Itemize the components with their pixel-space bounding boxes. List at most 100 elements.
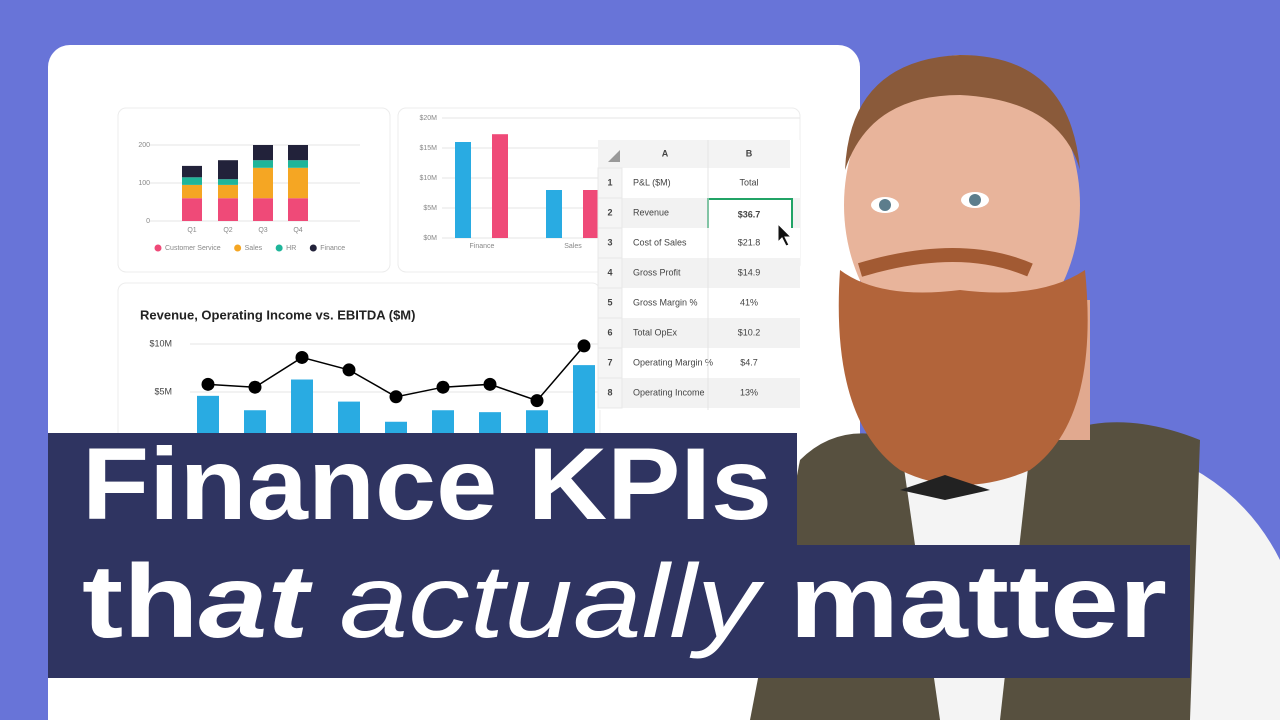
legend-swatch bbox=[309, 244, 317, 252]
bar-segment bbox=[288, 160, 308, 168]
line-point bbox=[577, 339, 591, 353]
cell-text: $21.8 bbox=[738, 237, 761, 247]
bar bbox=[479, 412, 501, 433]
bar-segment bbox=[253, 167, 273, 199]
row-number-cell bbox=[597, 257, 623, 289]
cell-text: Total OpEx bbox=[633, 327, 678, 337]
bar-segment bbox=[218, 179, 238, 185]
bow-tie bbox=[900, 475, 990, 500]
headline-word: actually bbox=[339, 544, 765, 660]
row-bg bbox=[598, 378, 800, 408]
line-point bbox=[295, 350, 309, 364]
bar-segment bbox=[253, 160, 273, 168]
legend-label: HR bbox=[286, 245, 296, 252]
bar bbox=[385, 421, 407, 433]
line-point bbox=[248, 380, 262, 394]
corner-mark bbox=[608, 150, 620, 162]
row-bg bbox=[598, 288, 800, 318]
row-bg bbox=[598, 318, 800, 348]
y-tick-label: $10M bbox=[419, 175, 437, 182]
bar bbox=[455, 142, 471, 238]
x-tick-label: Finance bbox=[470, 243, 495, 250]
row-number: 1 bbox=[607, 177, 612, 187]
row-number: 4 bbox=[607, 267, 612, 277]
cell-text: 13% bbox=[740, 387, 758, 397]
cell-text: $36.7 bbox=[738, 209, 761, 219]
headline-word: matter bbox=[789, 544, 1167, 660]
headline-line-1: Finance KPIs bbox=[82, 427, 772, 541]
row-bg bbox=[598, 228, 800, 258]
row-number: 7 bbox=[607, 357, 612, 367]
y-tick-label: $15M bbox=[419, 145, 437, 152]
face bbox=[844, 55, 1080, 355]
x-tick-label: Q3 bbox=[258, 227, 267, 234]
bar bbox=[583, 190, 599, 238]
bar-segment bbox=[182, 165, 202, 178]
cell-text: $14.9 bbox=[738, 267, 761, 277]
cell-text: Operating Margin % bbox=[633, 357, 713, 367]
headline-line-2: th at actually matter bbox=[82, 544, 1167, 660]
spreadsheet: A B 1 P&L ($M) Total 2 Revenue $36.7 3 Cost of Sa… bbox=[597, 140, 800, 410]
beard bbox=[838, 270, 1088, 485]
cell-text: $4.7 bbox=[740, 357, 758, 367]
bar-segment bbox=[182, 177, 202, 185]
bar bbox=[573, 365, 595, 433]
header-row bbox=[598, 140, 790, 168]
row-number-cell bbox=[597, 287, 623, 319]
bar-segment bbox=[182, 184, 202, 199]
row-number: 2 bbox=[607, 207, 612, 217]
headline-word: th bbox=[82, 544, 199, 660]
bar bbox=[492, 134, 508, 238]
hair bbox=[845, 55, 1080, 170]
row-bg bbox=[598, 348, 800, 378]
bar bbox=[291, 379, 313, 433]
combo-title: Revenue, Operating Income vs. EBITDA ($M… bbox=[140, 307, 415, 322]
column-header: B bbox=[746, 148, 753, 158]
legend-swatch bbox=[234, 244, 242, 252]
y-tick-label: $20M bbox=[419, 115, 437, 122]
row-bg bbox=[598, 168, 800, 198]
bar bbox=[526, 410, 548, 433]
column-header: A bbox=[662, 148, 669, 158]
bar bbox=[338, 401, 360, 433]
y-tick-label: $5M bbox=[423, 205, 437, 212]
combo-plot: $5M $10M bbox=[149, 338, 600, 433]
x-tick-label: Sales bbox=[564, 243, 582, 250]
legend-swatch bbox=[275, 244, 283, 252]
moustache bbox=[857, 248, 1033, 277]
bar-segment bbox=[288, 145, 308, 161]
line-point bbox=[201, 377, 215, 391]
row-number-cell bbox=[597, 347, 623, 379]
bar-segment bbox=[218, 160, 238, 180]
row-number-cell bbox=[597, 227, 623, 259]
legend-label: Sales bbox=[245, 245, 263, 252]
iris bbox=[969, 194, 981, 206]
headline-word: at bbox=[199, 544, 314, 660]
cell-text: Operating Income bbox=[633, 387, 705, 397]
cell-text: Total bbox=[739, 177, 758, 187]
row-number: 5 bbox=[607, 297, 612, 307]
row-bg bbox=[598, 258, 800, 288]
bar-segment bbox=[253, 145, 273, 161]
row-number: 3 bbox=[607, 237, 612, 247]
x-tick-label: Q4 bbox=[293, 227, 302, 234]
cell-text: Revenue bbox=[633, 207, 669, 217]
y-tick-label: 200 bbox=[138, 142, 150, 149]
legend-label: Customer Service bbox=[165, 245, 221, 252]
bar bbox=[546, 190, 562, 238]
bar-segment bbox=[253, 198, 273, 221]
row-number-cell bbox=[597, 197, 623, 229]
legend-swatch bbox=[154, 244, 162, 252]
cursor bbox=[777, 222, 793, 247]
iris bbox=[879, 199, 891, 211]
bar bbox=[244, 410, 266, 433]
line-point bbox=[389, 390, 403, 404]
cell-text: Gross Margin % bbox=[633, 297, 698, 307]
y-tick-label: 0 bbox=[146, 218, 150, 225]
legend-label: Finance bbox=[320, 245, 345, 252]
banner-line-2 bbox=[48, 545, 1190, 678]
line-point bbox=[436, 380, 450, 394]
row-number-cell bbox=[597, 377, 623, 409]
